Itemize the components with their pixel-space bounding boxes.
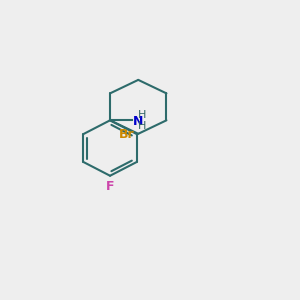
Text: N: N [133, 115, 143, 128]
Text: Br: Br [119, 128, 135, 141]
Text: H: H [138, 122, 146, 131]
Text: H: H [138, 110, 146, 120]
Text: F: F [106, 180, 114, 193]
